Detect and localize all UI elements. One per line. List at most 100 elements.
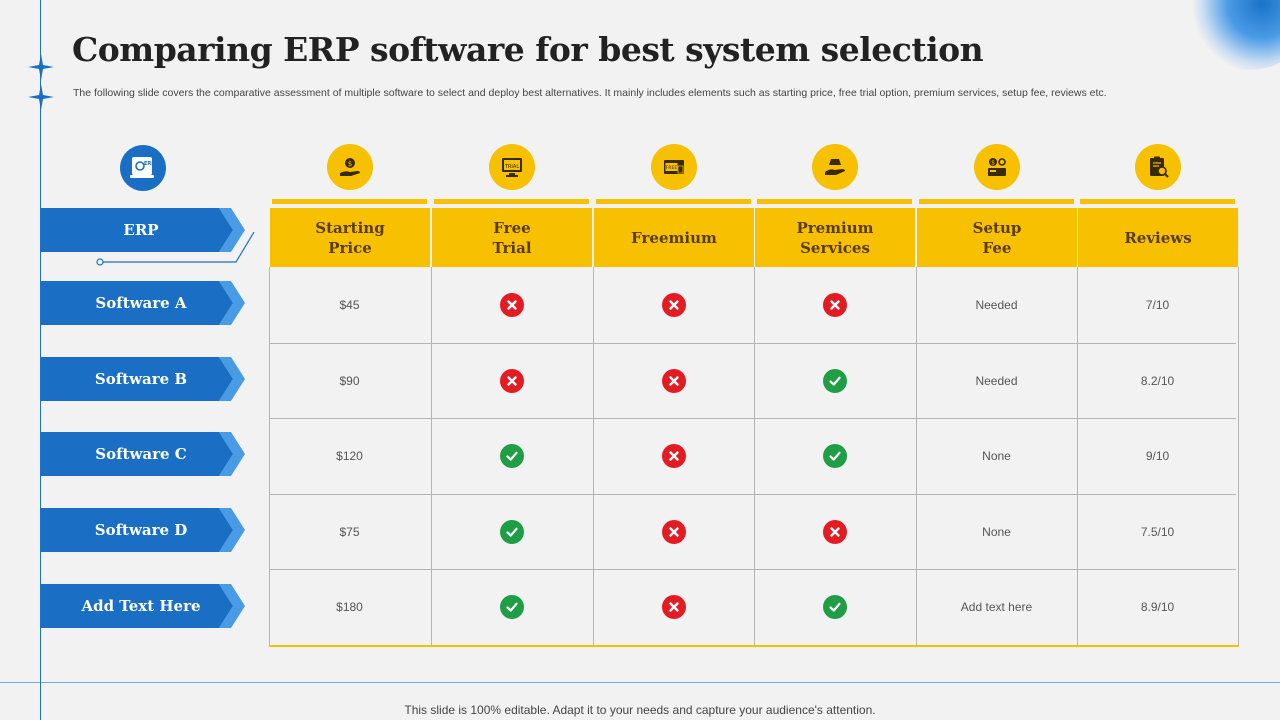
- table-cell-reviews: 7/10: [1145, 298, 1170, 312]
- cross-icon: [822, 520, 847, 544]
- table-cell-free-trial: [431, 418, 592, 494]
- row-label-2-text: Software B: [94, 370, 188, 388]
- page-title: Comparing ERP software for best system s…: [72, 30, 984, 69]
- premium-hand-icon: [811, 144, 858, 190]
- trial-monitor-icon: TRIAL: [488, 144, 535, 190]
- table-cell-freemium: [593, 569, 754, 645]
- table-cell-reviews: 7.5/10: [1140, 525, 1175, 539]
- column-accent-bar: [919, 199, 1074, 204]
- review-clipboard-icon: [1134, 144, 1181, 190]
- row-label-1-text: Software A: [95, 294, 187, 312]
- table-cell-setup-fee: None: [982, 449, 1011, 463]
- table-cell-premium: [754, 494, 915, 570]
- table-cell-free-trial: [431, 569, 592, 645]
- sparkle-icon: [28, 84, 54, 110]
- page-subtitle: The following slide covers the comparati…: [73, 87, 1107, 99]
- table-cell-premium: [754, 569, 915, 645]
- grid-line: [916, 267, 917, 645]
- check-icon: [822, 595, 847, 619]
- check-icon: [822, 369, 847, 393]
- cross-icon: [661, 293, 686, 317]
- table-cell-reviews: 8.2/10: [1140, 374, 1175, 388]
- column-accent-bar: [1080, 199, 1235, 204]
- table-cell-freemium: [593, 494, 754, 570]
- row-label-5-text: Add Text Here: [81, 597, 201, 615]
- check-icon: [499, 444, 524, 468]
- grid-line: [269, 494, 1236, 495]
- table-cell-price: $180: [336, 600, 363, 614]
- corner-glow-decoration: [1190, 0, 1280, 70]
- row-label-5: Add Text Here: [41, 584, 245, 628]
- row-label-2: Software B: [41, 357, 245, 401]
- row-label-3-text: Software C: [95, 445, 187, 463]
- price-hand-icon: $: [326, 144, 373, 190]
- cross-icon: [661, 444, 686, 468]
- column-header: Starting Price: [270, 208, 430, 267]
- grid-line: [269, 343, 1236, 344]
- column-accent-bar: [596, 199, 751, 204]
- grid-line: [1238, 267, 1239, 645]
- table-cell-setup-fee: Needed: [975, 298, 1018, 312]
- column-header: Setup Fee: [917, 208, 1077, 267]
- column-header: Freemium: [594, 208, 754, 267]
- table-cell-freemium: [593, 343, 754, 419]
- table-cell-freemium: [593, 267, 754, 343]
- svg-text:ERP: ERP: [144, 161, 155, 167]
- cross-icon: [661, 595, 686, 619]
- erp-laptop-icon: ERP: [120, 145, 166, 191]
- sparkle-icon: [28, 54, 54, 80]
- table-cell-price: $45: [339, 298, 360, 312]
- column-header: Reviews: [1078, 208, 1238, 267]
- grid-line: [1077, 267, 1078, 645]
- svg-text:$: $: [347, 160, 351, 168]
- check-icon: [822, 444, 847, 468]
- table-cell-freemium: [593, 418, 754, 494]
- table-cell-free-trial: [431, 494, 592, 570]
- table-cell-premium: [754, 418, 915, 494]
- erp-header-label-text: ERP: [123, 221, 159, 239]
- grid-line: [269, 418, 1236, 419]
- table-cell-price: $75: [339, 525, 360, 539]
- left-accent-line: [40, 0, 41, 720]
- column-accent-bar: [434, 199, 589, 204]
- grid-line: [593, 267, 594, 645]
- svg-text:FREE: FREE: [665, 165, 677, 171]
- table-cell-free-trial: [431, 267, 592, 343]
- table-cell-setup-fee: Add text here: [960, 600, 1033, 614]
- column-header: Premium Services: [755, 208, 915, 267]
- table-cell-premium: [754, 343, 915, 419]
- table-cell-reviews: 8.9/10: [1140, 600, 1175, 614]
- svg-text:$: $: [991, 160, 995, 167]
- table-cell-premium: [754, 267, 915, 343]
- cross-icon: [499, 293, 524, 317]
- row-label-1: Software A: [41, 281, 245, 325]
- table-cell-setup-fee: Needed: [975, 374, 1018, 388]
- cross-icon: [661, 520, 686, 544]
- erp-connector-line: [96, 231, 255, 266]
- column-accent-bar: [757, 199, 912, 204]
- grid-line: [754, 267, 755, 645]
- cross-icon: [499, 369, 524, 393]
- row-label-4-text: Software D: [94, 521, 188, 539]
- free-tag-icon: FREE: [650, 144, 697, 190]
- table-cell-setup-fee: None: [982, 525, 1011, 539]
- table-cell-reviews: 9/10: [1145, 449, 1170, 463]
- grid-line: [431, 267, 432, 645]
- table-cell-free-trial: [431, 343, 592, 419]
- column-header: Free Trial: [432, 208, 592, 267]
- grid-line: [269, 569, 1236, 570]
- row-label-4: Software D: [41, 508, 245, 552]
- footer-divider: [0, 682, 1280, 683]
- cross-icon: [822, 293, 847, 317]
- table-cell-price: $90: [339, 374, 360, 388]
- check-icon: [499, 595, 524, 619]
- erp-header-label: ERP: [41, 208, 245, 252]
- table-cell-price: $120: [336, 449, 363, 463]
- svg-text:TRIAL: TRIAL: [503, 164, 518, 170]
- row-label-3: Software C: [41, 432, 245, 476]
- cross-icon: [661, 369, 686, 393]
- footer-note: This slide is 100% editable. Adapt it to…: [404, 703, 876, 717]
- grid-line: [269, 267, 270, 645]
- column-accent-bar: [272, 199, 427, 204]
- setup-fee-icon: $: [973, 144, 1020, 190]
